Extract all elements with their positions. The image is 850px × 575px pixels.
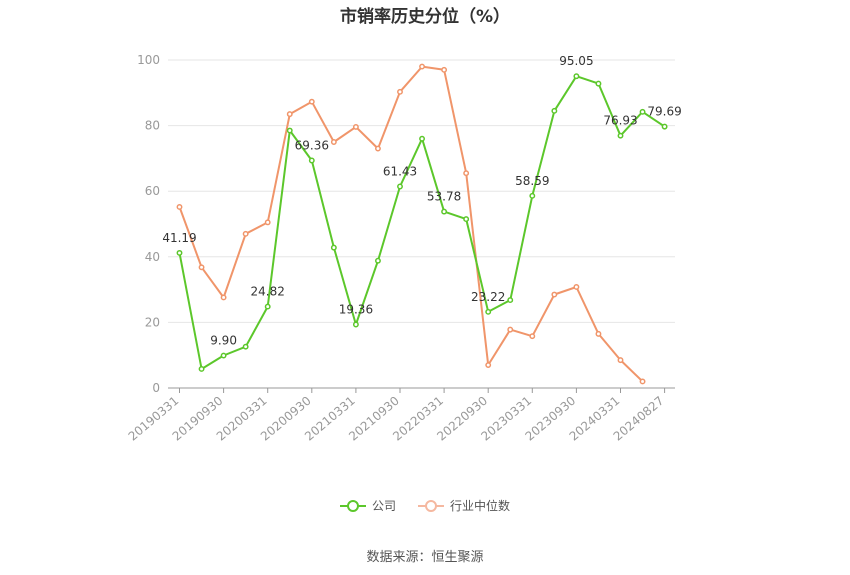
data-point-company	[176, 249, 183, 256]
data-point-industry-median	[176, 203, 183, 210]
data-point-company	[419, 135, 425, 142]
data-point-industry-median	[595, 330, 602, 337]
chart-title: 市销率历史分位（%）	[339, 7, 511, 27]
data-label: 69.36	[295, 138, 329, 152]
series-line-company	[178, 75, 666, 370]
data-point-company	[529, 192, 536, 199]
data-point-company	[551, 107, 558, 114]
data-point-company	[507, 297, 514, 304]
legend-label-industry-median: 行业中位数	[450, 499, 511, 513]
data-point-company	[573, 73, 580, 80]
legend-swatch-company	[339, 499, 366, 513]
data-point-industry-median	[617, 357, 624, 364]
data-point-company	[198, 366, 205, 372]
legend-item-company[interactable]: 公司	[339, 497, 396, 514]
legend-label-company: 公司	[371, 499, 396, 513]
data-label: 61.43	[383, 165, 417, 179]
data-source: 数据来源：恒生聚源	[366, 550, 484, 565]
data-point-company	[242, 343, 249, 350]
data-point-industry-median	[397, 88, 403, 95]
data-point-company	[595, 80, 602, 87]
y-tick-label: 100	[137, 53, 160, 67]
data-point-company	[352, 321, 359, 328]
data-label: 79.69	[647, 105, 681, 119]
data-point-industry-median	[308, 98, 315, 105]
data-point-industry-median	[419, 63, 425, 70]
legend: 公司 行业中位数	[0, 497, 850, 514]
legend-swatch-industry-median	[418, 499, 444, 513]
data-point-industry-median	[639, 378, 646, 385]
data-point-company	[286, 127, 293, 134]
axis-layer: 0204060801002019033120190930202003312020…	[126, 53, 675, 444]
y-tick-label: 40	[145, 250, 160, 264]
data-point-industry-median	[573, 284, 580, 290]
y-tick-label: 20	[145, 315, 160, 329]
data-label: 41.19	[162, 231, 196, 245]
data-label-layer: 41.19 9.90 24.82 69.36 19.36 61.43 53.78 23.22 5…	[162, 54, 681, 347]
data-point-industry-median	[551, 291, 558, 298]
data-point-company	[220, 352, 227, 359]
data-point-industry-median	[220, 294, 227, 301]
data-point-industry-median	[286, 111, 293, 118]
data-point-industry-median	[507, 326, 514, 333]
data-label: 23.22	[471, 290, 505, 304]
y-tick-label: 80	[145, 119, 160, 133]
data-point-company	[485, 308, 492, 315]
data-label: 9.90	[210, 334, 237, 348]
y-tick-label: 0	[152, 381, 160, 395]
data-point-industry-median	[441, 66, 448, 73]
data-point-company	[639, 108, 646, 115]
data-point-company	[617, 132, 624, 139]
series-line-industry-median	[178, 65, 644, 383]
data-point-company	[308, 157, 315, 164]
data-label: 19.36	[339, 302, 373, 316]
data-label: 24.82	[251, 285, 285, 299]
data-point-industry-median	[330, 139, 337, 145]
data-label: 58.59	[515, 174, 549, 188]
data-point-industry-median	[198, 264, 205, 271]
data-point-company	[375, 257, 381, 264]
data-point-industry-median	[352, 123, 359, 130]
data-point-company	[661, 123, 668, 130]
data-point-industry-median	[242, 230, 249, 237]
data-point-company	[264, 303, 271, 310]
data-point-industry-median	[375, 145, 381, 152]
data-point-company	[330, 244, 337, 251]
data-point-industry-median	[529, 333, 536, 340]
series-layer	[176, 63, 668, 385]
data-point-company	[441, 208, 448, 215]
data-label: 95.05	[559, 54, 593, 68]
data-label: 53.78	[427, 190, 461, 204]
data-point-company	[397, 183, 403, 190]
data-point-industry-median	[264, 219, 271, 226]
data-point-industry-median	[485, 362, 492, 368]
y-tick-label: 60	[145, 184, 160, 198]
data-point-company	[463, 216, 470, 223]
data-point-industry-median	[463, 170, 470, 177]
grid-layer	[168, 59, 675, 323]
legend-item-industry-median[interactable]: 行业中位数	[418, 497, 510, 514]
data-label: 76.93	[603, 114, 637, 128]
